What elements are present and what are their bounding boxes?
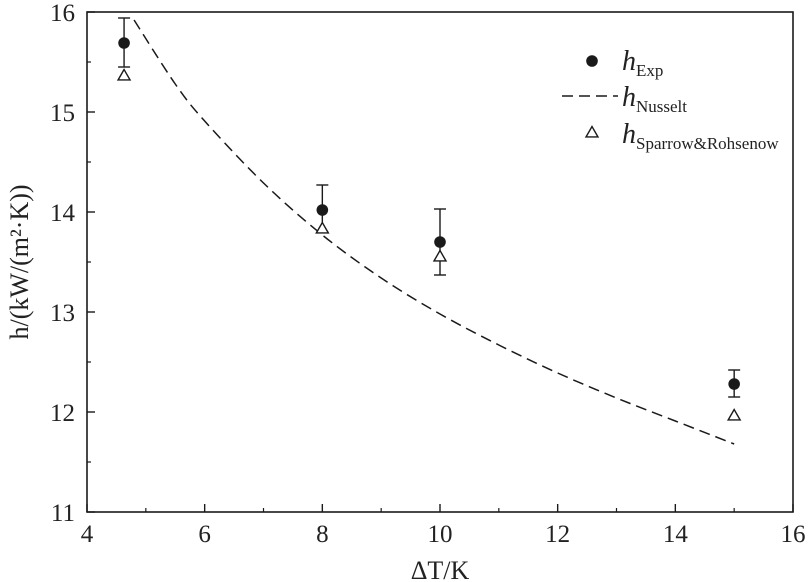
- nusselt-curve-layer: [133, 19, 735, 445]
- legend-label-subscript: Sparrow&Rohsenow: [636, 134, 779, 153]
- legend-label-symbol: h: [622, 82, 636, 113]
- legend-label-symbol: h: [622, 46, 636, 77]
- x-tick-label: 4: [81, 521, 94, 548]
- y-tick-label: 11: [51, 500, 75, 527]
- legend-label-symbol: h: [622, 119, 636, 150]
- experimental-point: [118, 37, 130, 49]
- experimental-point: [316, 204, 329, 216]
- sparrow-rohsenow-point: [432, 249, 448, 262]
- legend-label: hExp: [622, 46, 663, 80]
- legend-marker-circle: [586, 55, 598, 67]
- nusselt-curve: [133, 19, 735, 445]
- y-axis-title: h/(kW/(m²·K)): [5, 184, 34, 339]
- legend-marker-triangle: [584, 125, 600, 138]
- x-tick-label: 8: [316, 521, 329, 548]
- y-tick-label: 15: [50, 100, 75, 127]
- x-tick-label: 14: [663, 521, 689, 548]
- experimental-point: [434, 236, 446, 248]
- legend-item-sparrow-rohsenow: hSparrow&Rohsenow: [584, 119, 779, 153]
- x-axis-title: ΔT/K: [411, 556, 470, 582]
- y-tick-label: 14: [50, 200, 76, 227]
- legend-label: hSparrow&Rohsenow: [622, 119, 779, 153]
- y-tick-label: 13: [50, 300, 75, 327]
- legend-label: hNusselt: [622, 82, 687, 116]
- markers: [116, 37, 742, 421]
- experimental-point: [728, 378, 740, 390]
- axes: 4 6 8 10 12 14 16 11 12 13 14 15 16: [50, 0, 806, 548]
- x-tick-label: 16: [781, 521, 806, 548]
- legend-item-nusselt: hNusselt: [562, 82, 687, 116]
- legend-item-exp: hExp: [586, 46, 663, 80]
- y-tick-label: 16: [50, 0, 75, 27]
- sparrow-rohsenow-point: [315, 221, 330, 234]
- y-tick-label: 12: [50, 400, 75, 427]
- x-tick-label: 12: [545, 521, 570, 548]
- legend-label-subscript: Exp: [636, 61, 663, 80]
- x-tick-label: 10: [428, 521, 453, 548]
- legend-label-subscript: Nusselt: [636, 97, 687, 116]
- sparrow-rohsenow-point: [116, 68, 132, 81]
- x-tick-label: 6: [198, 521, 211, 548]
- sparrow-rohsenow-point: [726, 408, 742, 421]
